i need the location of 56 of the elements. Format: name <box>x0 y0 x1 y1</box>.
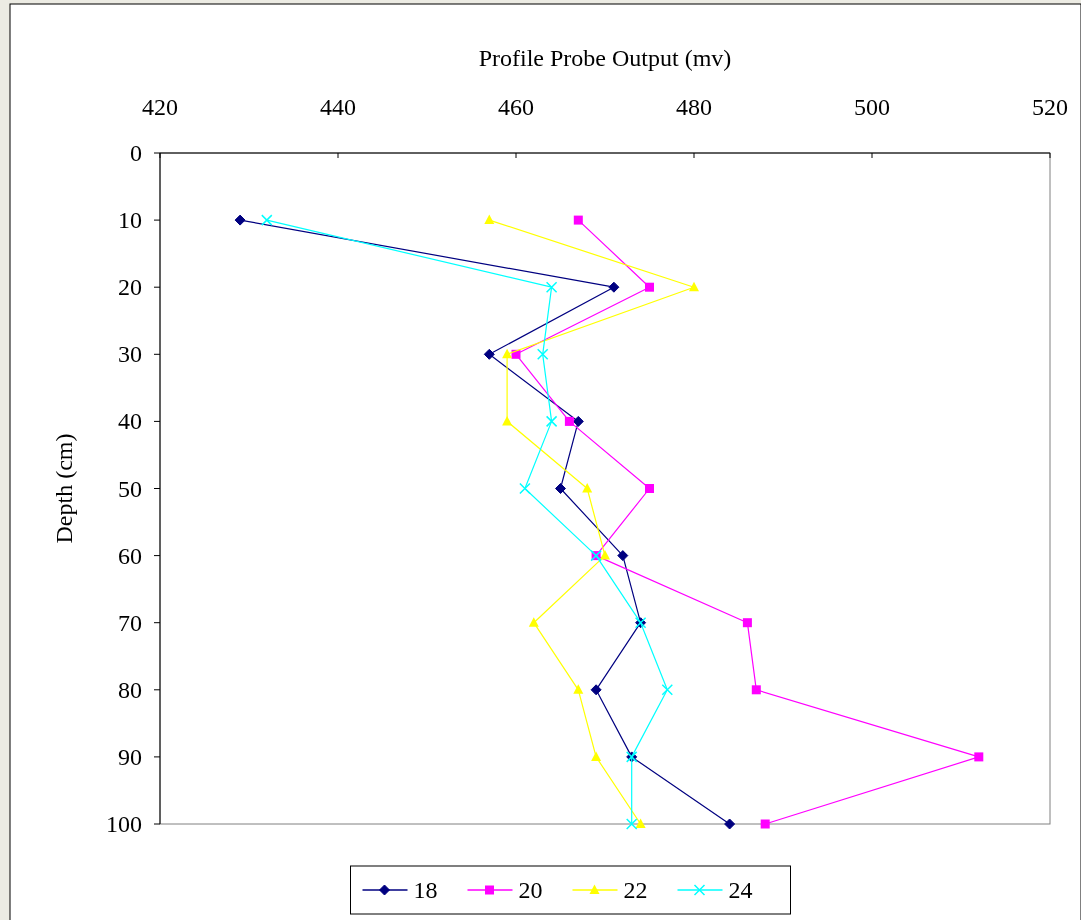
y-axis-title: Depth (cm) <box>51 433 77 544</box>
point <box>519 482 531 495</box>
y-tick-label: 100 <box>106 811 142 837</box>
point <box>600 550 610 560</box>
x-tick-label: 500 <box>854 94 890 120</box>
y-tick-label: 90 <box>118 743 142 770</box>
point <box>974 752 984 762</box>
point <box>545 415 558 428</box>
point <box>645 484 654 493</box>
x-tick-label: 440 <box>320 94 356 120</box>
point <box>528 617 539 627</box>
y-tick-label: 30 <box>118 341 142 368</box>
point <box>502 348 513 359</box>
x-tick-label: 480 <box>676 94 712 120</box>
legend-label: 22 <box>623 877 648 903</box>
point <box>502 415 513 426</box>
point <box>582 483 593 493</box>
x-axis-title: Profile Probe Output (mv) <box>478 45 732 71</box>
point <box>484 214 495 225</box>
y-tick-label: 80 <box>118 676 142 703</box>
point <box>555 483 566 494</box>
point <box>751 685 761 695</box>
point <box>483 348 495 360</box>
point <box>564 416 574 426</box>
point <box>635 818 646 828</box>
y-tick-label: 50 <box>118 475 142 502</box>
point <box>573 684 584 694</box>
point <box>724 818 736 830</box>
point <box>234 214 246 226</box>
legend-label: 20 <box>518 877 543 903</box>
point <box>617 550 629 562</box>
y-tick-label: 70 <box>118 609 142 636</box>
point <box>661 684 674 696</box>
point <box>545 281 558 293</box>
point <box>261 214 273 226</box>
point <box>572 415 584 427</box>
y-tick-label: 60 <box>118 542 142 569</box>
legend-label: 18 <box>413 877 438 903</box>
x-tick-label: 520 <box>1032 94 1068 120</box>
x-tick-label: 420 <box>142 94 178 120</box>
point <box>608 281 620 293</box>
point <box>536 348 549 361</box>
point <box>625 818 638 830</box>
point <box>645 282 654 292</box>
y-tick-label: 40 <box>118 408 142 435</box>
y-tick-label: 20 <box>118 274 142 301</box>
point <box>742 618 752 628</box>
point <box>590 684 602 696</box>
y-tick-label: 10 <box>118 207 142 234</box>
point <box>573 215 583 225</box>
legend-label: 24 <box>728 877 753 903</box>
point <box>689 281 699 292</box>
x-tick-label: 460 <box>498 94 534 120</box>
point <box>760 819 770 829</box>
point <box>591 751 602 761</box>
y-tick-label: 0 <box>130 140 142 166</box>
